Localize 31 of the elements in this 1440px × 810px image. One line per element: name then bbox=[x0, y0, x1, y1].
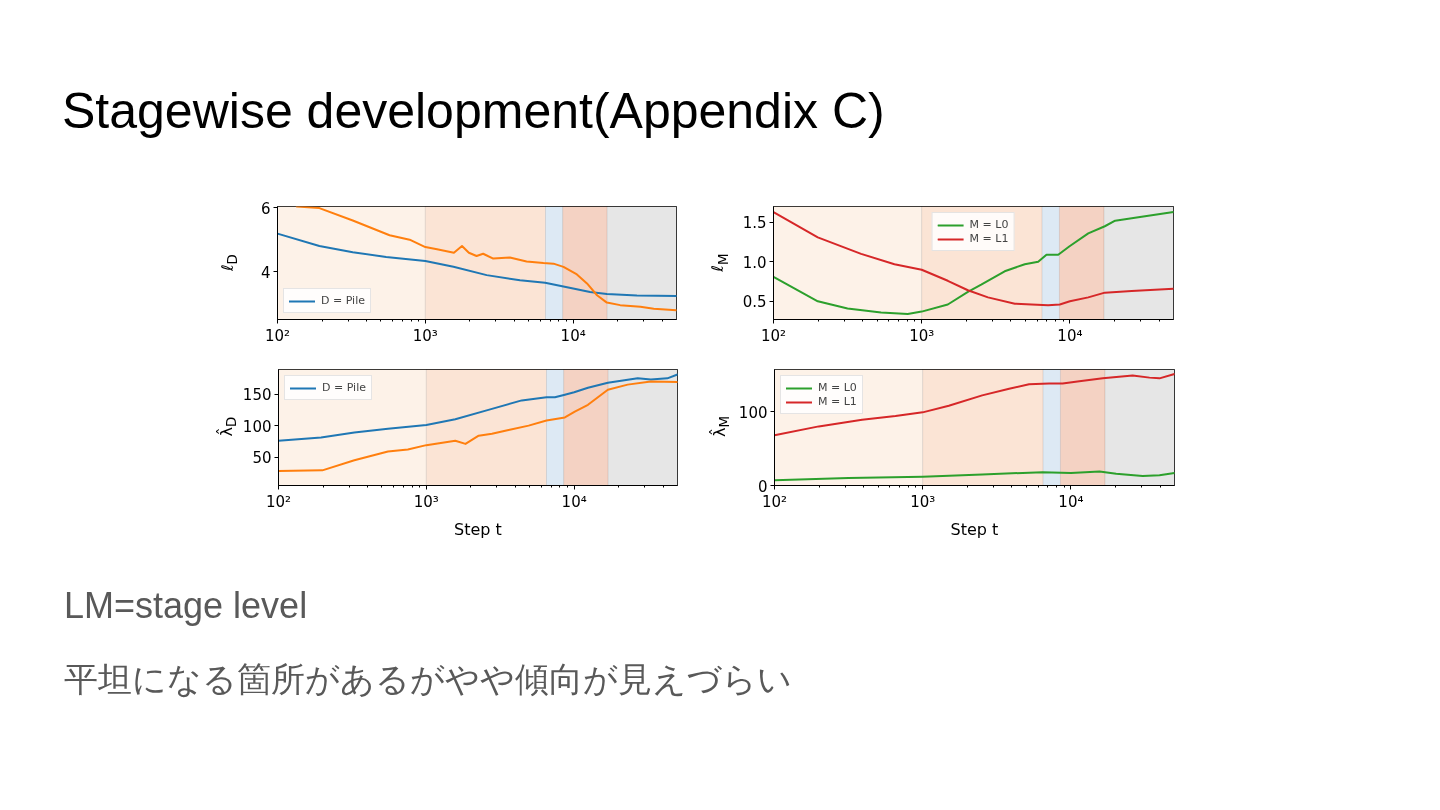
y-tick-label: 150 bbox=[242, 386, 272, 405]
legend-label: M = L1 bbox=[969, 232, 1009, 245]
text: LM=stage level bbox=[63, 584, 308, 626]
x-tick-label: 10⁴ bbox=[561, 492, 587, 511]
x-tick-label: 10³ bbox=[413, 492, 439, 511]
chart-title: Stagewise development(Appendix C) bbox=[62, 82, 885, 140]
legend-label: M = L0 bbox=[969, 218, 1009, 231]
text: 平坦になる箇所があるがやや傾向が見えづらい bbox=[63, 659, 792, 699]
y-tick-label: 1.5 bbox=[742, 214, 767, 233]
y-tick-label: 50 bbox=[252, 449, 272, 468]
x-tick-label: 10² bbox=[265, 492, 292, 511]
x-tick-label: 10³ bbox=[909, 326, 935, 345]
legend-label: D = Pile bbox=[321, 294, 365, 307]
x-axis-title: Step t bbox=[950, 519, 999, 539]
legend-label: M = L1 bbox=[818, 395, 857, 408]
legend-label: M = L0 bbox=[818, 381, 857, 394]
x-axis-title: Step t bbox=[454, 519, 502, 539]
x-tick-label: 10² bbox=[760, 326, 787, 345]
y-tick-label: 100 bbox=[242, 417, 272, 436]
x-tick-label: 10³ bbox=[412, 326, 438, 345]
y-tick-label: 1.0 bbox=[742, 253, 767, 272]
x-tick-label: 10⁴ bbox=[560, 326, 586, 345]
x-tick-label: 10⁴ bbox=[1058, 492, 1084, 511]
text: D = Pile bbox=[322, 381, 366, 394]
x-tick-label: 10⁴ bbox=[1057, 326, 1083, 345]
y-tick-label: 100 bbox=[738, 403, 768, 422]
x-tick-label: 10³ bbox=[910, 492, 936, 511]
x-tick-label: 10² bbox=[264, 326, 291, 345]
y-tick-label: 4 bbox=[260, 263, 271, 282]
y-tick-label: 0.5 bbox=[742, 293, 767, 312]
y-tick-label: 6 bbox=[260, 199, 271, 218]
